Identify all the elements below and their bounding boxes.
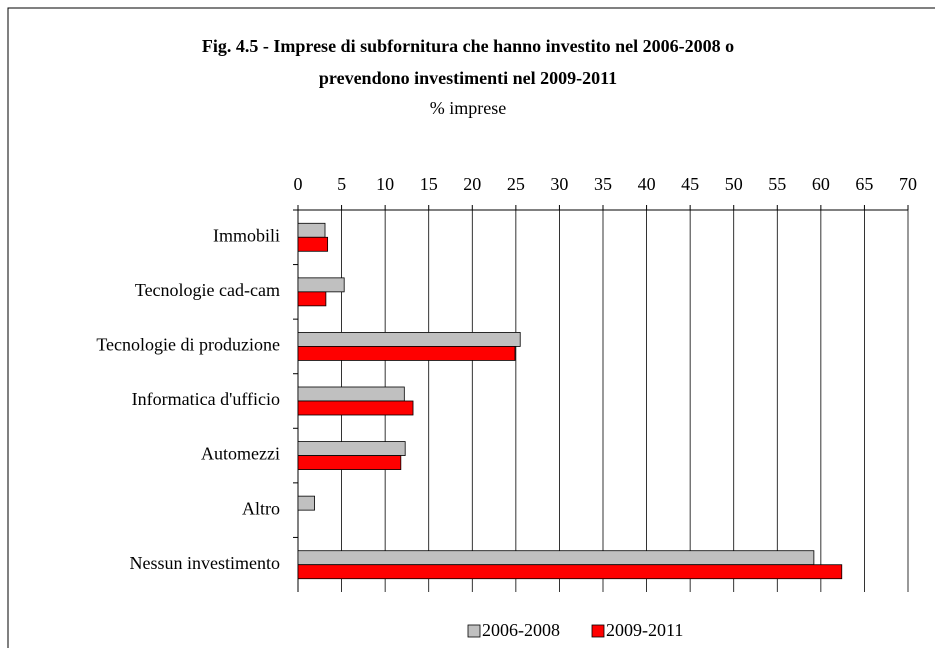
legend-label: 2009-2011 — [606, 620, 683, 640]
bar — [297, 564, 843, 580]
x-tick-label: 25 — [507, 174, 525, 194]
bar — [297, 222, 326, 238]
bar — [297, 400, 414, 416]
y-tick-label: Nessun investimento — [130, 553, 281, 573]
bar — [297, 291, 327, 307]
chart-subtitle: % imprese — [430, 98, 506, 118]
x-tick-label: 55 — [768, 174, 786, 194]
x-tick-label: 40 — [638, 174, 656, 194]
frame — [7, 7, 935, 653]
bar — [297, 550, 815, 566]
y-tick-label: Tecnologie cad-cam — [135, 280, 280, 300]
y-tick-label: Altro — [242, 498, 280, 518]
x-tick-label: 65 — [855, 174, 873, 194]
bar — [297, 495, 315, 511]
x-tick-label: 0 — [294, 174, 303, 194]
x-tick-label: 20 — [463, 174, 481, 194]
x-tick-label: 60 — [812, 174, 830, 194]
bar — [297, 386, 405, 402]
bar — [297, 332, 521, 347]
x-tick-label: 15 — [420, 174, 438, 194]
x-tick-label: 50 — [725, 174, 743, 194]
y-tick-label: Automezzi — [201, 444, 280, 464]
x-tick-label: 30 — [550, 174, 568, 194]
legend-swatch — [591, 624, 605, 638]
bar — [297, 277, 345, 293]
legend-label: 2006-2008 — [482, 620, 560, 640]
bar — [297, 346, 516, 361]
y-tick-label: Tecnologie di produzione — [96, 335, 280, 355]
x-tick-label: 5 — [337, 174, 346, 194]
x-tick-label: 45 — [681, 174, 699, 194]
bar — [297, 441, 406, 456]
chart-title: prevendono investimenti nel 2009-2011 — [319, 68, 617, 88]
y-tick-label: Informatica d'ufficio — [132, 389, 280, 409]
x-tick-label: 35 — [594, 174, 612, 194]
x-tick-label: 10 — [376, 174, 394, 194]
x-tick-label: 70 — [899, 174, 917, 194]
bar — [297, 236, 329, 252]
bar — [297, 455, 402, 470]
legend-swatch — [467, 624, 481, 638]
y-tick-label: Immobili — [213, 225, 280, 245]
chart-title: Fig. 4.5 - Imprese di subfornitura che h… — [202, 36, 734, 56]
